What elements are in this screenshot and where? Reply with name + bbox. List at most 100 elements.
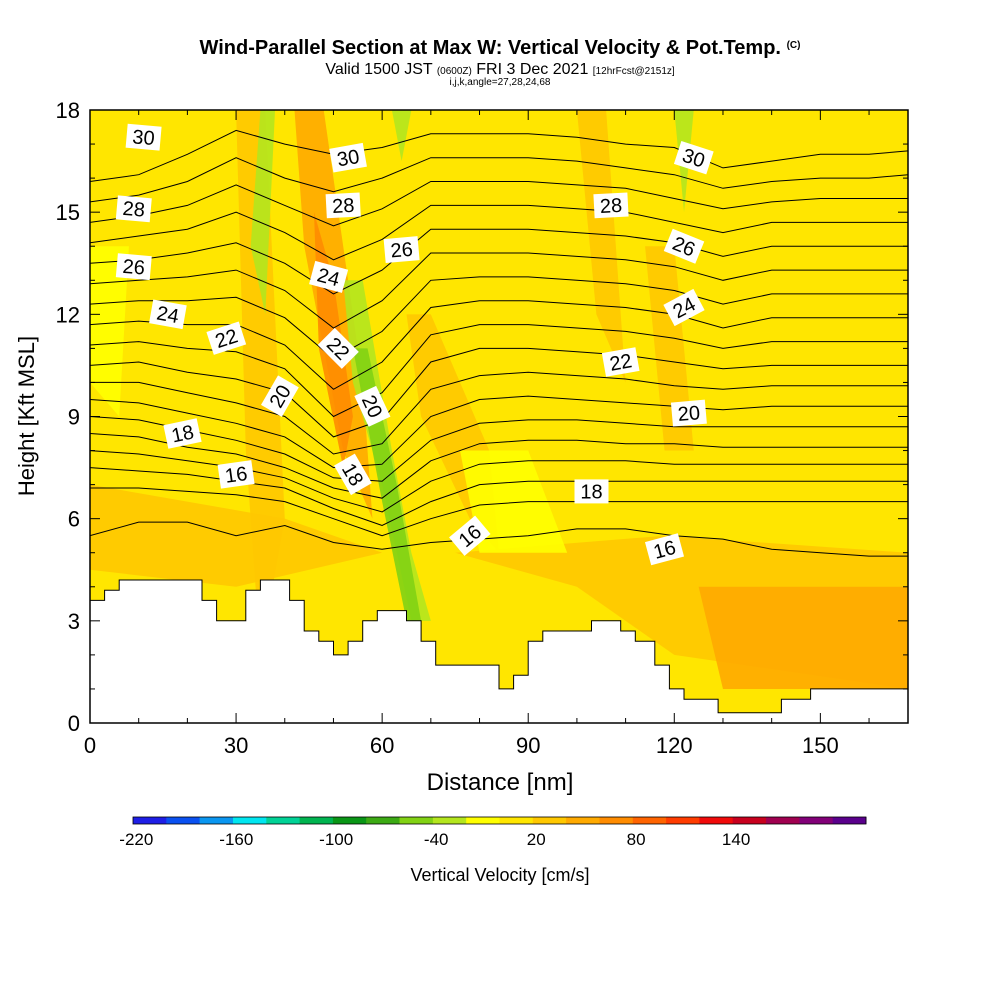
theta-label: 20 [670, 399, 707, 427]
theta-label-text: 18 [580, 481, 602, 503]
theta-line-10 [90, 371, 908, 455]
theta-label-box [325, 192, 361, 219]
theta-label-text: 30 [131, 126, 155, 150]
colorbar-tick-label: -100 [319, 830, 353, 849]
theta-line-4 [90, 228, 908, 295]
colorbar-swatch [166, 817, 201, 824]
colorbar-swatch [666, 817, 700, 824]
colorbar-swatch [732, 817, 767, 824]
theta-label-box [317, 327, 359, 369]
x-tick-label: 30 [224, 733, 248, 758]
colorbar-swatch [699, 817, 734, 824]
field-lower-east-core [698, 586, 908, 689]
x-tick-label: 90 [516, 733, 540, 758]
colorbar-swatch [766, 817, 800, 824]
theta-label: 18 [574, 479, 609, 504]
theta-label-box [663, 228, 705, 264]
y-tick-label: 6 [68, 507, 80, 532]
theta-line-16 [90, 487, 908, 537]
theta-line-13 [90, 433, 908, 499]
theta-line-11 [90, 395, 908, 469]
colorbar-swatch [599, 817, 634, 824]
colorbar-tick-label: 140 [722, 830, 750, 849]
theta-label-text: 26 [122, 256, 146, 280]
theta-label-text: 26 [390, 239, 414, 263]
theta-label-box [115, 253, 152, 281]
terrain [90, 579, 908, 723]
title-main: Wind-Parallel Section at Max W: Vertical… [199, 37, 781, 59]
colorbar-swatch [133, 817, 167, 824]
theta-line-8 [90, 324, 908, 418]
theta-contours [90, 129, 908, 557]
colorbar-swatch [199, 817, 234, 824]
theta-label-text: 30 [335, 146, 361, 172]
x-tick-label: 150 [802, 733, 839, 758]
colorbar-swatch [332, 817, 367, 824]
field-weak-1 [460, 450, 568, 553]
axes: 0 30 60 90 120 150 0 3 6 9 12 15 18 [56, 98, 908, 758]
theta-label: 16 [217, 460, 255, 489]
y-tick-label: 0 [68, 711, 80, 736]
theta-label-box [644, 533, 685, 566]
field-weak-2 [90, 246, 129, 417]
theta-label: 24 [149, 299, 187, 330]
theta-label-box [601, 347, 640, 377]
theta-label: 28 [593, 192, 629, 219]
theta-line-3 [90, 204, 908, 261]
theta-label-box [217, 460, 255, 489]
theta-label: 24 [309, 260, 349, 293]
theta-line-7 [90, 300, 908, 390]
theta-label-box [309, 260, 349, 293]
colorbar-swatch [532, 817, 567, 824]
theta-line-5 [90, 252, 908, 329]
theta-label-text: 28 [122, 198, 146, 222]
y-axis-label: Height [Kft MSL] [14, 336, 39, 496]
theta-label-box [149, 299, 187, 330]
theta-label: 28 [115, 195, 152, 223]
colorbar-tick-label: -40 [424, 830, 449, 849]
theta-label-text: 24 [155, 303, 181, 329]
colorbar-swatch [399, 817, 434, 824]
theta-line-6 [90, 276, 908, 360]
colorbar-swatch [299, 817, 334, 824]
field-downdraft-top [391, 110, 412, 162]
theta-line-12 [90, 416, 908, 482]
theta-line-9 [90, 347, 908, 438]
colorbar-swatch [566, 817, 600, 824]
chart-subtitle: Valid 1500 JST (0600Z) FRI 3 Dec 2021 [1… [0, 61, 1000, 79]
theta-line-1 [90, 157, 908, 203]
colorbar-swatch [632, 817, 667, 824]
x-tick-label: 120 [656, 733, 693, 758]
valid-utc: (0600Z) [436, 66, 472, 77]
x-tick-label: 0 [84, 733, 96, 758]
theta-label-box [206, 321, 247, 355]
theta-label-text: 28 [599, 195, 622, 218]
theta-label-text: 20 [677, 402, 701, 426]
theta-label-box [663, 288, 705, 327]
theta-label-box [329, 142, 367, 173]
theta-label-box [449, 515, 491, 556]
theta-label-text: 28 [332, 195, 355, 218]
theta-label: 30 [673, 141, 714, 175]
chart-title: Wind-Parallel Section at Max W: Vertical… [0, 37, 1000, 60]
colorbar-swatch [432, 817, 467, 824]
theta-line-17 [90, 521, 908, 557]
colorbar-swatch [799, 817, 834, 824]
theta-label: 30 [125, 123, 162, 151]
y-tick-label: 3 [68, 609, 80, 634]
theta-label-box [115, 195, 152, 223]
title-copyright: (C) [786, 40, 801, 51]
theta-label-box [574, 479, 609, 504]
y-tick-label: 9 [68, 405, 80, 430]
colorbar: -220 -160 -100 -40 20 80 140 [119, 816, 867, 849]
theta-label-box [163, 418, 202, 449]
field-updraft-4 [645, 246, 694, 451]
theta-label-box [125, 123, 162, 151]
theta-label-text: 22 [608, 350, 634, 376]
theta-label-box [673, 141, 714, 175]
theta-label-box [354, 385, 391, 427]
theta-label-box [593, 192, 629, 219]
colorbar-swatch [466, 817, 500, 824]
